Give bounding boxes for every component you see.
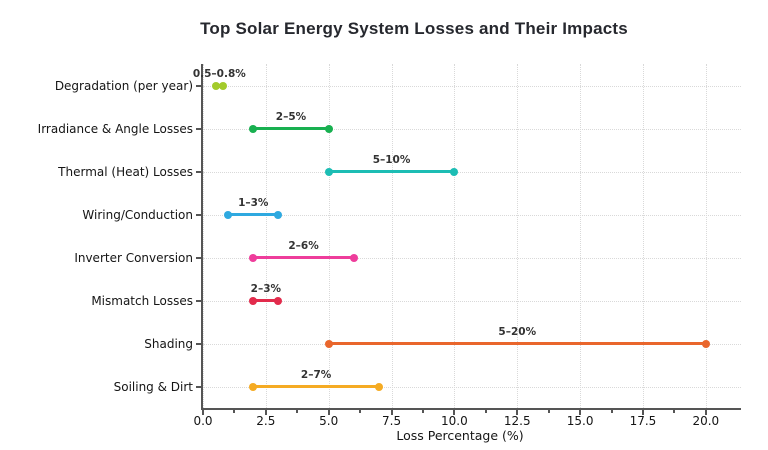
x-axis-tick [327,410,330,415]
x-axis-tick [264,410,267,415]
range-value-label: 5–10% [372,153,411,166]
y-axis-tick [196,170,201,173]
x-tick-label: 15.0 [566,414,594,428]
range-line [253,385,379,388]
range-endpoint-dot [211,81,220,90]
category-label: Irradiance & Angle Losses [37,121,193,136]
category-label: Mismatch Losses [91,293,193,308]
range-value-label: 2–7% [300,368,332,381]
x-tick-label: 7.5 [382,414,402,428]
range-endpoint-dot [701,339,710,348]
range-endpoint-dot [249,124,258,133]
y-axis-tick [196,385,201,388]
x-axis-minor-tick [296,410,299,413]
category-label: Thermal (Heat) Losses [58,164,193,179]
vertical-gridline [328,64,330,408]
range-value-label: 2–6% [288,239,319,252]
y-axis-tick [196,127,201,130]
x-axis-minor-tick [359,410,362,413]
x-axis-tick [704,410,707,415]
x-tick-label: 12.5 [503,414,531,428]
vertical-gridline [265,64,267,408]
row-gridline [203,300,741,302]
row-gridline [203,171,741,173]
range-endpoint-dot [249,382,258,391]
x-tick-label: 17.5 [629,414,657,428]
x-tick-label: 10.0 [441,414,468,428]
range-endpoint-dot [274,210,283,219]
y-axis-tick [196,342,201,345]
category-label: Wiring/Conduction [82,207,193,222]
x-axis-minor-tick [484,410,487,413]
x-axis-tick [641,410,644,415]
range-value-label: 0.5–0.8% [192,67,246,80]
x-axis-minor-tick [673,410,676,413]
x-tick-label: 0.0 [193,414,213,428]
y-axis-tick [196,213,201,216]
x-tick-label: 5.0 [319,414,339,428]
row-gridline [203,214,741,216]
y-axis-tick [196,84,201,87]
category-label: Degradation (per year) [54,78,193,93]
range-line [328,342,706,345]
range-value-label: 1–3% [238,196,269,209]
row-gridline [203,386,741,388]
x-axis-minor-tick [233,410,236,413]
vertical-gridline [454,64,456,408]
x-axis-minor-tick [610,410,613,413]
range-line [328,170,455,173]
row-gridline [203,128,741,130]
range-line [253,256,354,259]
range-line [253,127,329,130]
row-gridline [203,85,741,87]
range-endpoint-dot [324,339,333,348]
range-endpoint-dot [249,253,258,262]
range-endpoint-dot [349,253,358,262]
range-value-label: 2–5% [275,110,307,123]
vertical-gridline [642,64,644,408]
x-axis-minor-tick [421,410,424,413]
vertical-gridline [391,64,393,408]
x-axis-tick [516,410,519,415]
range-endpoint-dot [219,81,228,90]
category-label: Soiling & Dirt [113,379,193,394]
x-tick-label: 20.0 [692,414,720,428]
category-label: Shading [144,336,193,351]
plot-area: 0.5–0.8% 2–5% 5–10% 1–3% 2–6% 2–3% 5–20% 2–7% [193,64,741,410]
x-tick-label: 2.5 [256,414,276,428]
x-axis-tick [453,410,456,415]
range-value-label: 2–3% [250,282,282,295]
vertical-gridline [203,64,204,408]
chart-title: Top Solar Energy System Losses and Their… [200,19,628,38]
vertical-gridline [517,64,519,408]
range-value-label: 5–20% [498,325,537,338]
range-endpoint-dot [274,296,283,305]
y-axis-tick [196,299,201,302]
vertical-gridline [580,64,582,408]
range-endpoint-dot [249,296,258,305]
x-axis-tick [202,410,204,415]
y-axis-tick [196,256,201,259]
range-endpoint-dot [450,167,459,176]
range-line [253,299,279,302]
range-endpoint-dot [324,167,333,176]
category-label: Inverter Conversion [74,250,193,265]
x-axis-tick [390,410,393,415]
range-endpoint-dot [324,124,333,133]
range-line [228,213,279,216]
vertical-gridline [705,64,707,408]
range-endpoint-dot [224,210,233,219]
x-axis-minor-tick [547,410,550,413]
row-gridline [203,257,741,259]
x-axis-tick [579,410,582,415]
range-endpoint-dot [374,382,383,391]
x-axis-label: Loss Percentage (%) [396,428,524,443]
